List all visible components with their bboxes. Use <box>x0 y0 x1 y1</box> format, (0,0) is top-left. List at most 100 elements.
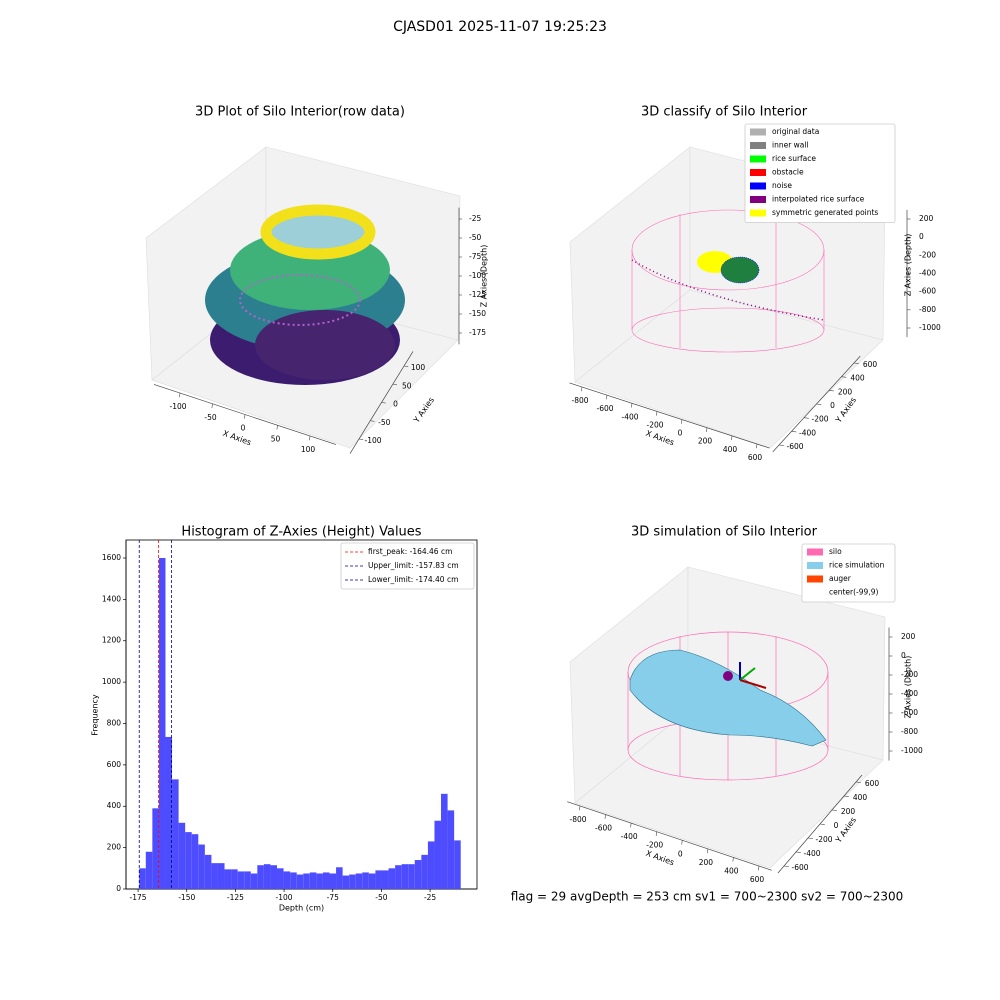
legend-label: noise <box>772 181 792 190</box>
y-tick-label: 400 <box>853 793 868 802</box>
legend-frame <box>744 123 896 223</box>
y-tick-label: 600 <box>865 779 880 788</box>
bar <box>447 810 455 889</box>
y-tick <box>403 365 409 367</box>
x-tick-label: -100 <box>169 402 186 411</box>
bar <box>322 872 330 889</box>
x-tick <box>706 427 708 432</box>
legend-label: center(-99,9) <box>829 588 878 597</box>
legend-swatch <box>750 155 766 163</box>
bar <box>395 865 402 889</box>
y-tick-label: 1400 <box>102 594 121 603</box>
footer: flag = 29 avgDepth = 253 cm sv1 = 700~23… <box>511 890 904 904</box>
bar <box>250 873 258 889</box>
y-tick <box>855 781 861 783</box>
y-tick-label: 600 <box>863 360 878 369</box>
z-tick-label: -1000 <box>901 746 923 755</box>
y-tick-label: -200 <box>815 835 832 844</box>
y-tick <box>791 431 797 433</box>
y-tick <box>828 390 834 392</box>
legend-label: obstacle <box>772 168 804 177</box>
x-tick-label: -125 <box>227 893 244 902</box>
bar <box>381 870 389 889</box>
z-tick-label: -25 <box>469 214 481 223</box>
legend-swatch <box>750 209 766 217</box>
bar <box>355 873 363 889</box>
bar <box>165 736 173 889</box>
x-tick <box>276 425 278 430</box>
z-tick-label: 200 <box>919 214 934 223</box>
panel-title: 3D classify of Silo Interior <box>641 105 808 120</box>
panel-title: 3D simulation of Silo Interior <box>631 525 818 540</box>
y-tick <box>841 376 847 378</box>
x-tick-label: 200 <box>698 437 713 446</box>
legend-swatch <box>750 169 766 176</box>
x-tick <box>579 805 581 811</box>
y-tick-label: -400 <box>799 428 816 437</box>
y-tick-label: -400 <box>803 849 820 858</box>
y-tick-label: 200 <box>841 807 856 816</box>
y-tick <box>853 362 859 364</box>
legend-label: silo <box>829 547 842 556</box>
legend-label: inner wall <box>772 141 809 150</box>
x-tick-label: -200 <box>646 841 663 850</box>
bar <box>362 872 369 889</box>
x-tick-label: -25 <box>424 893 436 902</box>
z-tick-label: -50 <box>469 233 481 242</box>
legend-label: first_peak: -164.46 cm <box>368 547 452 556</box>
bar <box>185 832 192 889</box>
x-tick-label: -400 <box>621 832 638 841</box>
y-tick <box>783 865 789 867</box>
bar <box>427 841 435 889</box>
x-tick <box>630 823 632 828</box>
bar <box>303 873 310 889</box>
bar <box>342 875 350 889</box>
bar <box>421 854 428 889</box>
z-tick-label: -75 <box>469 252 481 261</box>
x-tick <box>681 840 683 845</box>
legend-label: original data <box>772 127 819 136</box>
legend-swatch <box>807 589 823 596</box>
bar <box>316 873 323 889</box>
bar <box>257 865 264 889</box>
x-tick <box>758 865 760 871</box>
z-tick-label: -800 <box>919 305 936 314</box>
y-tick-label: -200 <box>811 415 828 424</box>
y-tick <box>819 823 825 825</box>
legend-label: interpolated rice surface <box>772 195 865 204</box>
bar <box>414 860 422 889</box>
x-tick-label: 600 <box>748 453 763 462</box>
y-tick-label: -100 <box>364 436 381 445</box>
legend-frame <box>340 542 475 590</box>
x-tick <box>211 403 213 408</box>
z-axis-label: Z Axies (Depth) <box>904 656 913 719</box>
bar <box>283 871 291 889</box>
y-axis-label: Frequency <box>91 694 100 736</box>
x-tick <box>631 403 633 408</box>
x-tick-label: 200 <box>699 858 714 867</box>
legend-label: auger <box>829 574 852 583</box>
x-tick-label: 0 <box>241 424 246 433</box>
z-axis-label: Z Axies (Depth) <box>904 234 913 297</box>
z-tick-label: -600 <box>901 708 918 717</box>
x-tick-label: 100 <box>301 445 316 454</box>
point-cloud-1 <box>205 204 405 385</box>
bar <box>434 820 442 889</box>
z-tick-label: 0 <box>901 651 906 660</box>
bar <box>309 872 317 889</box>
panel-title: Histogram of Z-Axies (Height) Values <box>181 525 421 540</box>
x-tick-label: -50 <box>204 413 216 422</box>
y-tick-label: -50 <box>378 418 390 427</box>
y-tick <box>381 402 386 404</box>
x-tick-label: -600 <box>595 824 612 833</box>
x-tick-label: 0 <box>678 429 683 438</box>
y-tick <box>795 851 801 853</box>
x-axis-label: Depth (cm) <box>279 904 324 913</box>
z-tick-label: -800 <box>901 727 918 736</box>
simulation-4 <box>627 631 829 781</box>
y-tick-label: 0 <box>834 821 839 830</box>
z-tick-label: 0 <box>919 232 924 241</box>
y-tick-label: 400 <box>850 374 865 383</box>
bar <box>158 557 166 889</box>
